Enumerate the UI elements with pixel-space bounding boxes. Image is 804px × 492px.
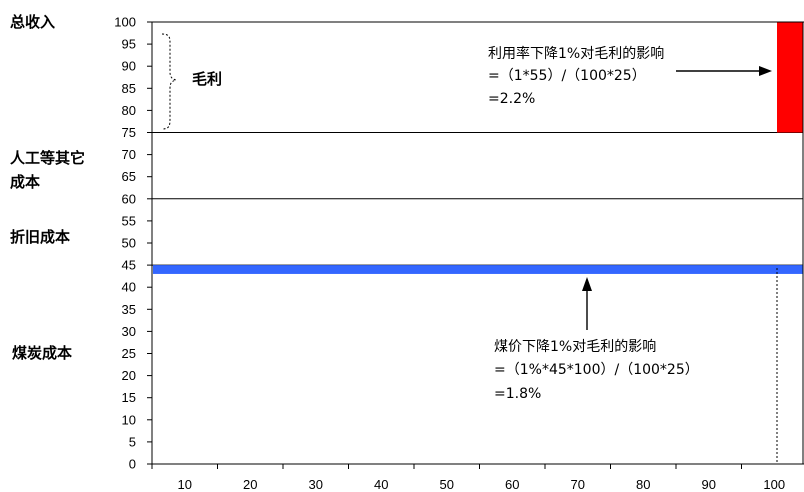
y-tick-label-90: 90 <box>122 59 136 74</box>
y-tick-label-65: 65 <box>122 169 136 184</box>
y-axis-ticks: 0 5 10 15 20 25 30 35 40 45 50 55 60 65 70 75 80 85 90 95 10… <box>114 15 152 472</box>
annotation-utilization: 利用率下降1%对毛利的影响 =（1*55）/（100*25） =2.2% <box>488 45 664 107</box>
blue-band <box>153 265 803 274</box>
y-tick-label-30: 30 <box>122 324 136 339</box>
y-tick-label-5: 5 <box>129 434 136 449</box>
x-tick-label-100: 100 <box>763 477 785 492</box>
y-tick-label-20: 20 <box>122 368 136 383</box>
label-coal-cost: 煤炭成本 <box>12 344 72 362</box>
y-tick-label-95: 95 <box>122 37 136 52</box>
y-tick-label-100: 100 <box>114 15 136 30</box>
y-tick-label-60: 60 <box>122 191 136 206</box>
y-tick-label-10: 10 <box>122 412 136 427</box>
y-tick-label-55: 55 <box>122 213 136 228</box>
y-tick-label-35: 35 <box>122 302 136 317</box>
arrow-to-blue-band <box>582 277 592 330</box>
y-tick-label-0: 0 <box>129 457 136 472</box>
annotation-utilization-line1: 利用率下降1%对毛利的影响 <box>488 45 664 62</box>
label-total-revenue: 总收入 <box>10 13 55 31</box>
bars <box>153 22 803 274</box>
side-labels: 总收入 毛利 人工等其它 成本 折旧成本 煤炭成本 <box>10 13 222 362</box>
y-tick-label-85: 85 <box>122 81 136 96</box>
x-tick-label-90: 90 <box>702 477 716 492</box>
y-tick-label-70: 70 <box>122 147 136 162</box>
y-tick-label-15: 15 <box>122 390 136 405</box>
x-tick-label-50: 50 <box>440 477 454 492</box>
x-tick-label-60: 60 <box>505 477 519 492</box>
gross-profit-brace <box>161 33 177 130</box>
arrowhead-right <box>759 66 772 76</box>
x-axis-ticks: 10 20 30 40 50 60 70 80 90 100 <box>151 464 785 492</box>
label-labor-other-costs-line2: 成本 <box>10 173 40 191</box>
y-tick-label-80: 80 <box>122 103 136 118</box>
x-tick-label-30: 30 <box>309 477 323 492</box>
arrowhead-up <box>582 277 592 291</box>
label-depreciation-cost: 折旧成本 <box>10 228 70 246</box>
x-tick-label-20: 20 <box>243 477 257 492</box>
annotation-utilization-line2: =（1*55）/（100*25） <box>488 68 646 84</box>
annotation-coal-price-line1: 煤价下降1%对毛利的影响 <box>494 339 656 355</box>
y-tick-label-50: 50 <box>122 236 136 251</box>
annotation-coal-price-line2: =（1%*45*100）/（100*25） <box>494 362 699 378</box>
reference-lines <box>152 132 803 266</box>
y-tick-label-25: 25 <box>122 346 136 361</box>
y-tick-label-75: 75 <box>122 125 136 140</box>
annotation-utilization-line3: =2.2% <box>488 91 535 107</box>
label-gross-profit: 毛利 <box>192 70 222 88</box>
x-tick-label-10: 10 <box>178 477 192 492</box>
annotation-coal-price: 煤价下降1%对毛利的影响 =（1%*45*100）/（100*25） =1.8% <box>494 339 699 402</box>
x-tick-label-40: 40 <box>374 477 388 492</box>
arrow-to-red-bar <box>676 66 772 76</box>
annotation-coal-price-line3: =1.8% <box>494 386 541 402</box>
x-tick-label-70: 70 <box>571 477 585 492</box>
axes <box>151 21 804 465</box>
y-tick-label-40: 40 <box>122 280 136 295</box>
label-labor-other-costs-line1: 人工等其它 <box>10 149 85 167</box>
x-tick-label-80: 80 <box>636 477 650 492</box>
red-bar <box>777 22 803 133</box>
y-tick-label-45: 45 <box>122 258 136 273</box>
